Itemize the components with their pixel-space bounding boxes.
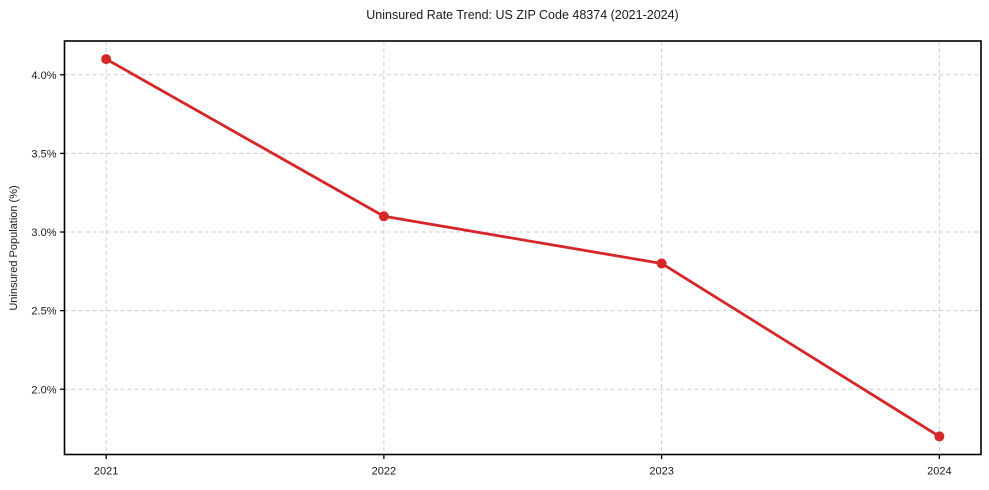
x-tick-label: 2023 xyxy=(649,466,673,478)
trend-line xyxy=(104,57,941,438)
y-tick-label: 3.0% xyxy=(31,227,56,239)
y-tick-label: 4.0% xyxy=(31,70,56,82)
x-tick-label: 2024 xyxy=(927,466,951,478)
data-point-marker xyxy=(378,211,389,222)
data-point-marker xyxy=(934,431,945,442)
y-tick-label: 2.0% xyxy=(31,384,56,396)
y-tick-label: 3.5% xyxy=(31,148,56,160)
data-point-marker xyxy=(101,54,112,65)
data-point-marker xyxy=(656,258,667,269)
x-tick-label: 2022 xyxy=(372,466,396,478)
chart-title: Uninsured Rate Trend: US ZIP Code 48374 … xyxy=(366,8,679,22)
plot-frame xyxy=(63,40,982,456)
y-tick-label: 2.5% xyxy=(31,306,56,318)
x-tick-label: 2021 xyxy=(94,466,118,478)
